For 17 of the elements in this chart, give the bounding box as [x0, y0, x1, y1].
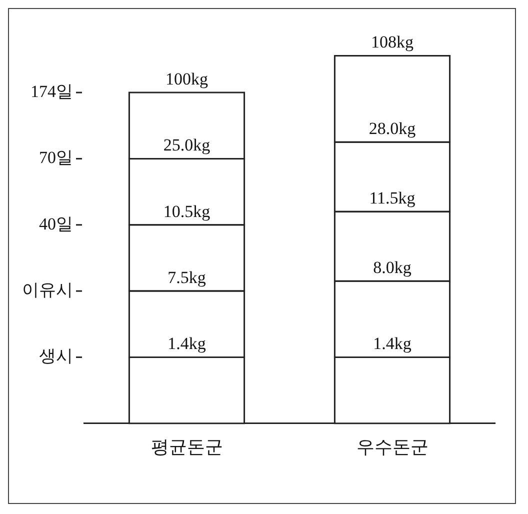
text: 40일 — [39, 214, 73, 234]
annotation: 25.0kg — [163, 136, 211, 155]
annotation: 10.5kg — [163, 202, 211, 221]
annotation: 100kg — [166, 69, 208, 88]
x-tick-label: 평균돈군 — [150, 436, 223, 457]
x-tick-label: 우수돈군 — [356, 436, 428, 457]
text: 이유시 — [22, 280, 73, 300]
annotation: 8.0kg — [373, 258, 412, 278]
text: 174일 — [30, 82, 73, 101]
annotation: 1.4kg — [373, 334, 412, 354]
text: 생시 — [39, 346, 73, 366]
annotation: 11.5kg — [369, 188, 416, 208]
text: 70일 — [39, 148, 73, 168]
annotation: 28.0kg — [368, 119, 416, 138]
annotation: 108kg — [371, 32, 414, 52]
annotation: 7.5kg — [168, 268, 206, 288]
annotation: 1.4kg — [168, 334, 206, 354]
